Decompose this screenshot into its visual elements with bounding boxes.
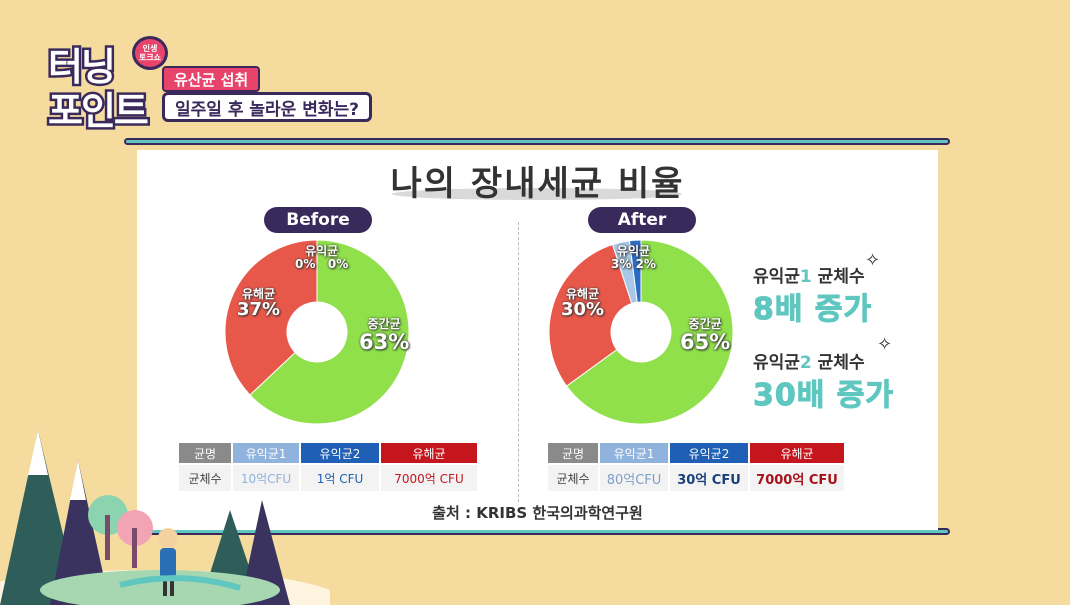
before-row-label: 균체수 — [179, 465, 231, 491]
after-th-good1: 유익균1 — [600, 443, 668, 463]
scroll-rod-top — [124, 138, 950, 145]
after-harmful-pct: 30% — [561, 298, 605, 320]
before-neutral-pct: 63% — [359, 329, 410, 354]
topic-tag: 유산균 섭취 — [162, 66, 261, 92]
increase-2-num: 2 — [799, 353, 812, 373]
before-good1-count: 10억CFU — [233, 465, 299, 491]
increase-1-num: 1 — [799, 267, 812, 287]
after-row-label: 균체수 — [548, 465, 598, 491]
before-good-name: 유익균 — [305, 244, 339, 258]
after-th-name: 균명 — [548, 443, 598, 463]
increase-value-1: 8배 증가 — [752, 292, 873, 328]
after-neutral-label: 중간균 65% — [680, 318, 730, 353]
after-th-harmful: 유해균 — [750, 443, 844, 463]
sparkle-icon-2: ✧ — [877, 334, 893, 355]
before-neutral-name: 중간균 — [367, 317, 401, 331]
before-th-good2: 유익균2 — [301, 443, 379, 463]
after-harmful-name: 유해균 — [565, 287, 600, 301]
before-good1-pct: 0% — [295, 256, 316, 271]
after-cfu-table: 균명 유익균1 유익균2 유해균 균체수 80억CFU 30억 CFU 7000… — [546, 441, 846, 493]
after-good1-count: 80억CFU — [600, 465, 668, 491]
increase-1-suffix: 균체수 — [811, 267, 865, 287]
increase-2-suffix: 균체수 — [811, 353, 865, 373]
donut-hole — [611, 302, 671, 362]
before-neutral-label: 중간균 63% — [359, 318, 409, 353]
increase-1-prefix: 유익균 — [753, 267, 800, 287]
logo-line-2: 포인트 — [46, 87, 152, 136]
after-good2-pct: 2% — [635, 256, 656, 271]
after-donut-chart — [548, 239, 734, 425]
before-good2-count: 1억 CFU — [301, 465, 379, 491]
after-neutral-pct: 65% — [680, 329, 731, 354]
increase-label-1: 유익균1 균체수 — [753, 262, 865, 287]
before-cfu-table: 균명 유익균1 유익균2 유해균 균체수 10억CFU 1억 CFU 7000억… — [177, 441, 479, 493]
table-row: 균체수 80억CFU 30억 CFU 7000억 CFU — [548, 465, 844, 491]
section-divider — [518, 222, 519, 502]
source-caption: 출처 : KRIBS 한국의과학연구원 — [432, 504, 643, 522]
logo-line-1: 터닝 — [46, 43, 119, 92]
increase-value-2: 30배 증가 — [753, 378, 894, 414]
increase-2-prefix: 유익균 — [753, 353, 800, 373]
before-th-name: 균명 — [179, 443, 231, 463]
after-good2-count: 30억 CFU — [670, 465, 748, 491]
logo-badge-text: 인생 토크쇼 — [138, 44, 162, 62]
after-neutral-name: 중간균 — [688, 317, 722, 331]
table-row: 균체수 10억CFU 1억 CFU 7000억 CFU — [179, 465, 477, 491]
slide-title: 나의 장내세균 비율 — [390, 164, 685, 204]
title-underline — [392, 188, 682, 200]
after-harmful-count: 7000억 CFU — [750, 465, 844, 491]
before-table-header: 균명 유익균1 유익균2 유해균 — [179, 443, 477, 463]
donut-hole — [287, 302, 347, 362]
sparkle-icon-1: ✧ — [865, 250, 881, 271]
before-harmful-label: 유해균 37% — [237, 288, 280, 319]
before-label: Before — [264, 207, 372, 233]
after-good-label: 유익균 3% 2% — [611, 245, 656, 270]
before-donut-chart — [224, 239, 410, 425]
before-harmful-count: 7000억 CFU — [381, 465, 477, 491]
mountain-scenery-illustration — [0, 430, 330, 605]
after-label: After — [588, 207, 696, 233]
after-table-header: 균명 유익균1 유익균2 유해균 — [548, 443, 844, 463]
after-th-good2: 유익균2 — [670, 443, 748, 463]
after-good-name: 유익균 — [616, 244, 651, 258]
logo-pin-badge: 인생 토크쇼 — [132, 36, 168, 70]
before-th-harmful: 유해균 — [381, 443, 477, 463]
after-harmful-label: 유해균 30% — [561, 288, 604, 319]
before-harmful-pct: 37% — [237, 298, 281, 320]
program-logo: 터닝 포인트 인생 토크쇼 — [46, 36, 188, 136]
before-th-good1: 유익균1 — [233, 443, 299, 463]
slide-panel: 나의 장내세균 비율 Before After 유익균 0% 0% 유해균 37… — [137, 150, 938, 530]
headline-caption: 일주일 후 놀라운 변화는? — [162, 92, 373, 122]
before-good-label: 유익균 0% 0% — [295, 245, 348, 270]
increase-label-2: 유익균2 균체수 — [753, 348, 865, 373]
before-harmful-name: 유해균 — [241, 287, 276, 301]
before-good2-pct: 0% — [327, 256, 349, 271]
after-good1-pct: 3% — [611, 256, 632, 271]
